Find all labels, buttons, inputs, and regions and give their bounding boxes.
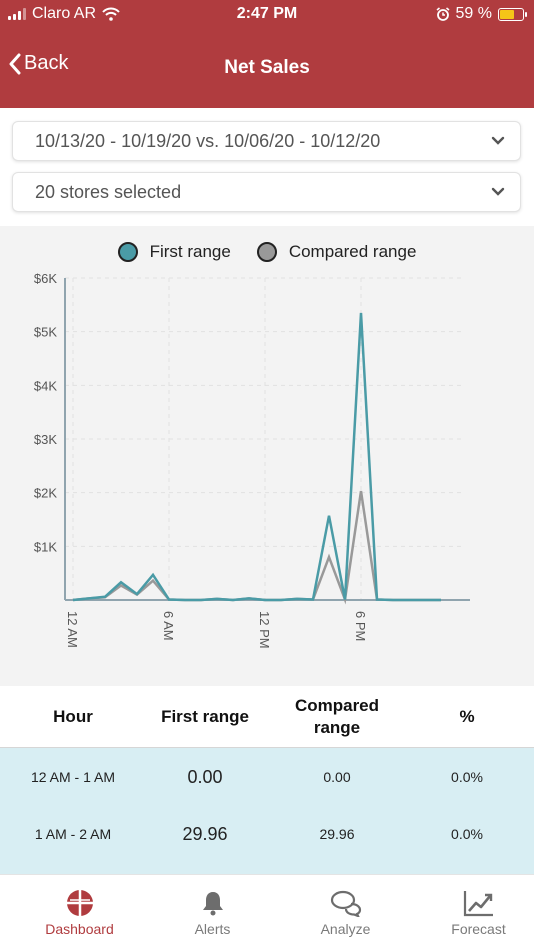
page-title: Net Sales xyxy=(224,57,310,78)
battery-icon xyxy=(498,7,527,21)
legend-label-first: First range xyxy=(149,242,231,261)
bottom-tab-bar: Dashboard Alerts Analyze Forecast xyxy=(0,874,534,950)
clock: 2:47 PM xyxy=(236,5,298,22)
legend-item-first-range[interactable]: First range xyxy=(117,242,231,262)
wifi-icon xyxy=(102,7,120,21)
chart-panel: First range Compared range $1K $2K $3K $4K $… xyxy=(0,226,534,686)
tab-label: Dashboard xyxy=(45,921,114,937)
status-bar: Claro AR 2:47 PM 59 % xyxy=(0,0,534,30)
y-tick-label: $5K xyxy=(34,325,57,340)
tab-dashboard[interactable]: Dashboard xyxy=(13,875,146,950)
cell-percent: 0.0% xyxy=(451,826,483,842)
x-tick-label: 6 AM xyxy=(161,611,176,641)
carrier-name: Claro AR xyxy=(32,5,97,22)
header-hour: Hour xyxy=(53,706,93,726)
x-tick-label: 6 PM xyxy=(353,611,368,641)
chat-bubbles-icon xyxy=(330,890,361,917)
tab-label: Forecast xyxy=(451,921,506,937)
y-tick-label: $3K xyxy=(34,432,57,447)
y-tick-label: $1K xyxy=(34,539,57,554)
store-select[interactable]: 20 stores selected xyxy=(12,172,521,212)
series-line-compared-range xyxy=(72,490,441,605)
header-first-range: First range xyxy=(161,706,249,726)
chevron-down-icon xyxy=(491,187,505,196)
tab-forecast[interactable]: Forecast xyxy=(412,875,534,950)
cell-first-range: 29.96 xyxy=(182,823,228,844)
legend-swatch-compared xyxy=(256,242,277,262)
tab-label: Analyze xyxy=(320,921,371,937)
back-button[interactable]: Back xyxy=(8,52,68,75)
y-tick-label: $4K xyxy=(34,378,57,393)
net-sales-line-chart: $1K $2K $3K $4K $5K $6K 12 AM 6 AM 12 PM 6 PM xyxy=(34,271,470,649)
tab-label: Alerts xyxy=(194,921,231,937)
x-tick-label: 12 PM xyxy=(257,611,272,649)
trend-chart-icon xyxy=(463,891,493,917)
legend-item-compared-range[interactable]: Compared range xyxy=(256,242,417,262)
cell-compared-range: 0.00 xyxy=(323,769,351,785)
header-percent: % xyxy=(459,706,475,726)
legend-label-compared: Compared range xyxy=(288,242,417,261)
legend-swatch-first xyxy=(117,242,138,262)
x-tick-label: 12 AM xyxy=(65,611,80,648)
alarm-icon xyxy=(436,7,450,21)
carrier-info: Claro AR xyxy=(8,5,120,23)
table-row[interactable]: 1 AM - 2 AM 29.96 29.96 0.0% xyxy=(0,806,534,862)
table-body: 12 AM - 1 AM 0.00 0.00 0.0% 1 AM - 2 AM … xyxy=(0,748,534,874)
date-range-select[interactable]: 10/13/20 - 10/19/20 vs. 10/06/20 - 10/12… xyxy=(12,121,521,161)
y-tick-label: $6K xyxy=(34,271,57,286)
tab-analyze[interactable]: Analyze xyxy=(279,875,412,950)
cell-percent: 0.0% xyxy=(451,769,483,785)
bell-icon xyxy=(202,892,223,916)
cell-first-range: 0.00 xyxy=(187,766,223,787)
date-range-value: 10/13/20 - 10/19/20 vs. 10/06/20 - 10/12… xyxy=(35,130,381,151)
tab-alerts[interactable]: Alerts xyxy=(146,875,279,950)
y-tick-label: $2K xyxy=(34,486,57,501)
cell-compared-range: 29.96 xyxy=(319,826,355,842)
dashboard-icon xyxy=(66,890,93,916)
table-header: Hour First range Compared range % xyxy=(0,686,534,748)
chart-legend: First range Compared range xyxy=(0,242,534,262)
header-bar: Claro AR 2:47 PM 59 % Back Net Sales xyxy=(0,0,534,108)
cell-hour: 12 AM - 1 AM xyxy=(30,769,116,785)
status-right: 59 % xyxy=(436,5,527,23)
store-select-value: 20 stores selected xyxy=(35,181,182,202)
back-label: Back xyxy=(24,52,69,74)
table-row[interactable]: 12 AM - 1 AM 0.00 0.00 0.0% xyxy=(0,749,534,805)
battery-percent: 59 % xyxy=(455,5,492,22)
nav-bar: Back Net Sales xyxy=(0,40,534,96)
header-compared-range: Compared range xyxy=(294,695,380,737)
series-line-first-range xyxy=(72,312,441,602)
signal-icon xyxy=(8,8,26,20)
cell-hour: 1 AM - 2 AM xyxy=(34,826,112,842)
chevron-left-icon xyxy=(9,53,21,74)
chevron-down-icon xyxy=(491,136,505,145)
